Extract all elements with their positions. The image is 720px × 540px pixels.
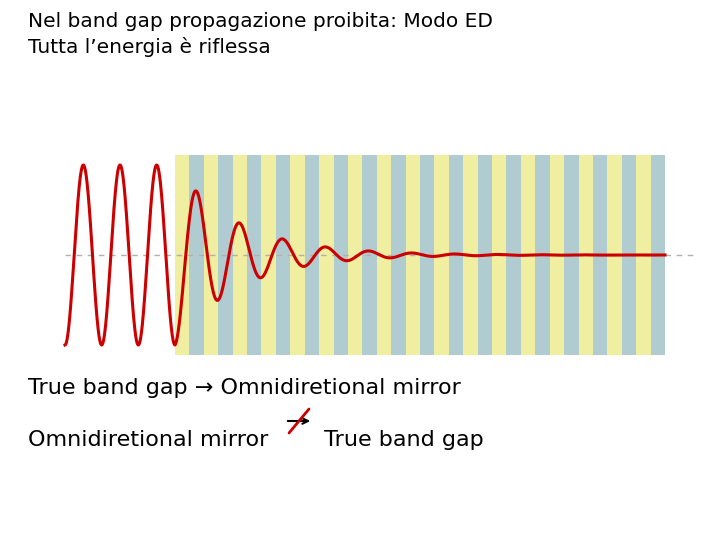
Bar (290, 155, 305, 355)
Bar (233, 155, 247, 355)
Bar (377, 155, 391, 355)
Bar (449, 155, 463, 355)
Bar (434, 155, 449, 355)
Text: True band gap: True band gap (317, 430, 484, 450)
Bar (175, 155, 189, 355)
Bar (362, 155, 377, 355)
Bar (305, 155, 319, 355)
Bar (622, 155, 636, 355)
Bar (391, 155, 405, 355)
Bar (247, 155, 261, 355)
Bar (348, 155, 362, 355)
Bar (261, 155, 276, 355)
Bar (463, 155, 477, 355)
Bar (608, 155, 622, 355)
Bar (204, 155, 218, 355)
Bar (420, 155, 434, 355)
Bar (579, 155, 593, 355)
Bar (506, 155, 521, 355)
Bar (477, 155, 492, 355)
Bar (333, 155, 348, 355)
Bar (564, 155, 579, 355)
Bar (651, 155, 665, 355)
Bar (319, 155, 333, 355)
Bar (535, 155, 549, 355)
Text: Nel band gap propagazione proibita: Modo ED: Nel band gap propagazione proibita: Modo… (28, 12, 493, 31)
Bar (521, 155, 535, 355)
Bar (492, 155, 506, 355)
Text: Tutta l’energia è riflessa: Tutta l’energia è riflessa (28, 37, 271, 57)
Bar (593, 155, 608, 355)
Bar (276, 155, 290, 355)
Bar (549, 155, 564, 355)
Bar (405, 155, 420, 355)
Bar (218, 155, 233, 355)
Bar (189, 155, 204, 355)
Bar (636, 155, 651, 355)
Text: Omnidiretional mirror: Omnidiretional mirror (28, 430, 276, 450)
Text: True band gap → Omnidiretional mirror: True band gap → Omnidiretional mirror (28, 378, 461, 398)
